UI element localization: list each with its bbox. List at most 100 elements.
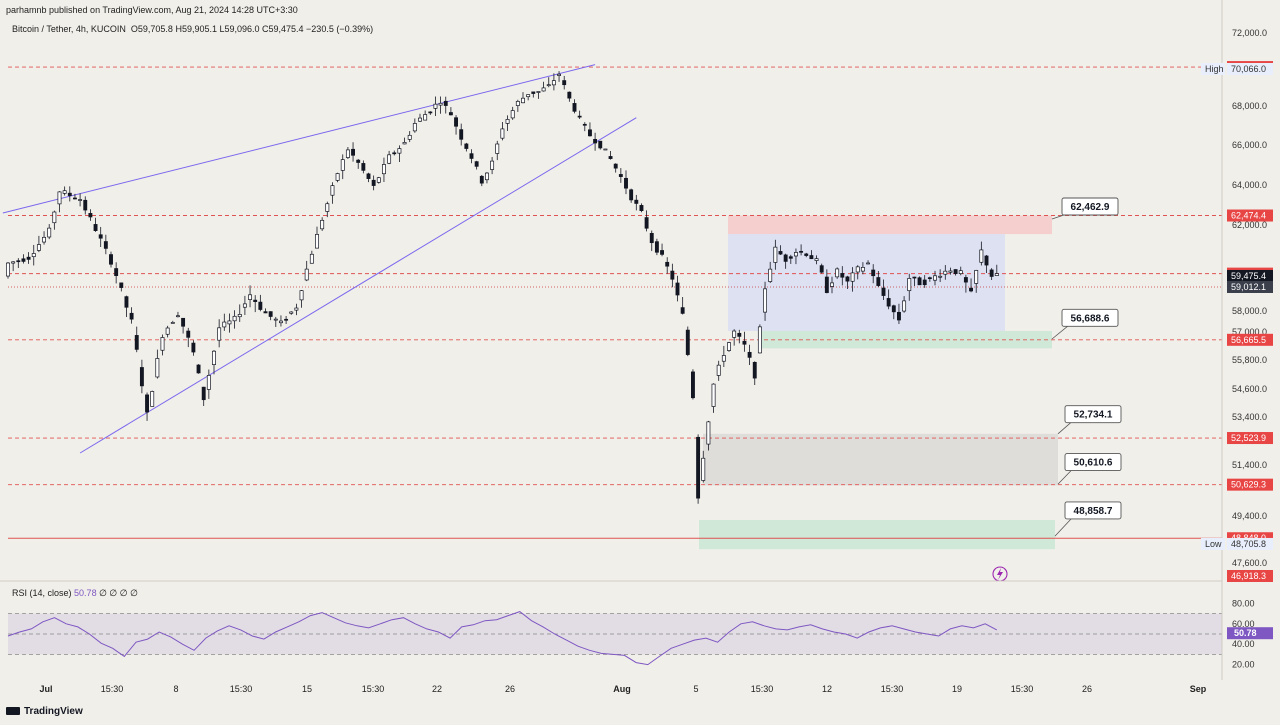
- candle: [793, 248, 798, 265]
- symbol-title: Bitcoin / Tether, 4h, KUCOIN: [12, 24, 126, 34]
- candle-body: [819, 265, 824, 273]
- candle-body: [52, 211, 57, 224]
- candle: [495, 140, 500, 161]
- candle-body: [850, 272, 855, 282]
- candle: [340, 154, 345, 180]
- candle: [706, 420, 711, 451]
- time-tick-label: 22: [432, 684, 442, 694]
- trendline: [79, 117, 637, 454]
- candle-body: [201, 386, 206, 401]
- candle-body: [340, 159, 345, 171]
- candle-body: [78, 199, 83, 201]
- candle-body: [454, 117, 459, 127]
- candle: [896, 303, 901, 324]
- rsi-tick-label: 40.00: [1232, 639, 1255, 649]
- candle: [366, 172, 371, 183]
- candle: [412, 118, 417, 133]
- price-tag: 56,665.5: [1227, 333, 1273, 346]
- candle-body: [675, 282, 680, 296]
- candle: [577, 110, 582, 120]
- rsi-pane: 80.00 60.00 40.00 20.00 50.78: [0, 0, 1273, 680]
- candle: [237, 304, 242, 322]
- candle-body: [57, 191, 62, 205]
- candle: [654, 238, 659, 256]
- candle-body: [88, 213, 93, 218]
- lightning-icon-bolt: [997, 568, 1003, 580]
- candle-body: [325, 203, 330, 212]
- candle-body: [536, 91, 541, 93]
- candle-body: [469, 153, 474, 159]
- candle-body: [191, 342, 196, 353]
- candle: [989, 268, 994, 281]
- time-tick-label: 15:30: [881, 684, 904, 694]
- candle: [675, 275, 680, 302]
- candle-body: [47, 227, 52, 238]
- rsi-label: RSI (14, close): [12, 588, 72, 598]
- candle: [536, 91, 541, 99]
- price-callout: 52,734.1: [1057, 405, 1122, 435]
- candle: [649, 230, 654, 252]
- candle-body: [799, 250, 804, 253]
- time-tick-label: 19: [952, 684, 962, 694]
- candle-body: [845, 276, 850, 282]
- candle-body: [912, 276, 917, 279]
- candle-body: [711, 383, 716, 407]
- candle-body: [757, 326, 762, 354]
- candle: [16, 258, 21, 268]
- candle-body: [418, 117, 422, 122]
- candle: [737, 329, 742, 344]
- zone-low-support: [699, 520, 1055, 550]
- price-tag: 70,066.0 High: [1201, 63, 1273, 75]
- candle: [721, 345, 726, 367]
- candle: [969, 278, 974, 293]
- candle: [711, 383, 716, 413]
- candle: [165, 325, 170, 338]
- candle-body: [587, 129, 592, 137]
- candle-body: [953, 269, 958, 274]
- callout-label: 52,734.1: [1074, 410, 1113, 421]
- price-callout: 62,462.9: [1051, 197, 1119, 220]
- candle: [160, 334, 165, 356]
- candle: [407, 131, 412, 143]
- candle-body: [222, 321, 227, 328]
- candle: [72, 193, 77, 200]
- price-tag: 59,012.1: [1227, 280, 1273, 293]
- candle: [67, 186, 72, 202]
- candle-body: [721, 355, 726, 362]
- price-tick-label: 53,400.0: [1232, 412, 1267, 422]
- candle-body: [732, 330, 737, 338]
- candle-body: [6, 262, 10, 277]
- candle-body: [572, 103, 577, 112]
- candle: [984, 255, 989, 273]
- candle: [819, 263, 824, 274]
- candle: [397, 145, 402, 162]
- candle: [809, 250, 814, 260]
- callout-box: [1064, 405, 1122, 424]
- price-tag-side-box: [1201, 63, 1225, 75]
- candle-body: [727, 342, 731, 351]
- candle: [78, 193, 83, 207]
- candle: [953, 269, 958, 276]
- callout-box: [1061, 197, 1119, 216]
- candle-body: [124, 296, 129, 308]
- tradingview-brand[interactable]: TradingView: [6, 706, 83, 717]
- candle: [855, 265, 860, 280]
- candle-body: [896, 311, 901, 321]
- candle-body: [397, 148, 402, 154]
- candle-body: [129, 312, 134, 320]
- candle-body: [387, 154, 392, 164]
- candle: [866, 260, 871, 265]
- candle-body: [624, 177, 628, 189]
- candle: [191, 340, 196, 356]
- candle-body: [618, 174, 623, 177]
- price-tag-label: 52,523.9: [1231, 433, 1266, 443]
- candle-body: [783, 254, 788, 262]
- candle: [134, 326, 139, 353]
- candle: [428, 111, 433, 115]
- candle: [227, 313, 232, 333]
- candle-body: [474, 161, 479, 167]
- candle: [567, 91, 572, 102]
- candle: [325, 201, 330, 218]
- time-tick-label: 26: [1082, 684, 1092, 694]
